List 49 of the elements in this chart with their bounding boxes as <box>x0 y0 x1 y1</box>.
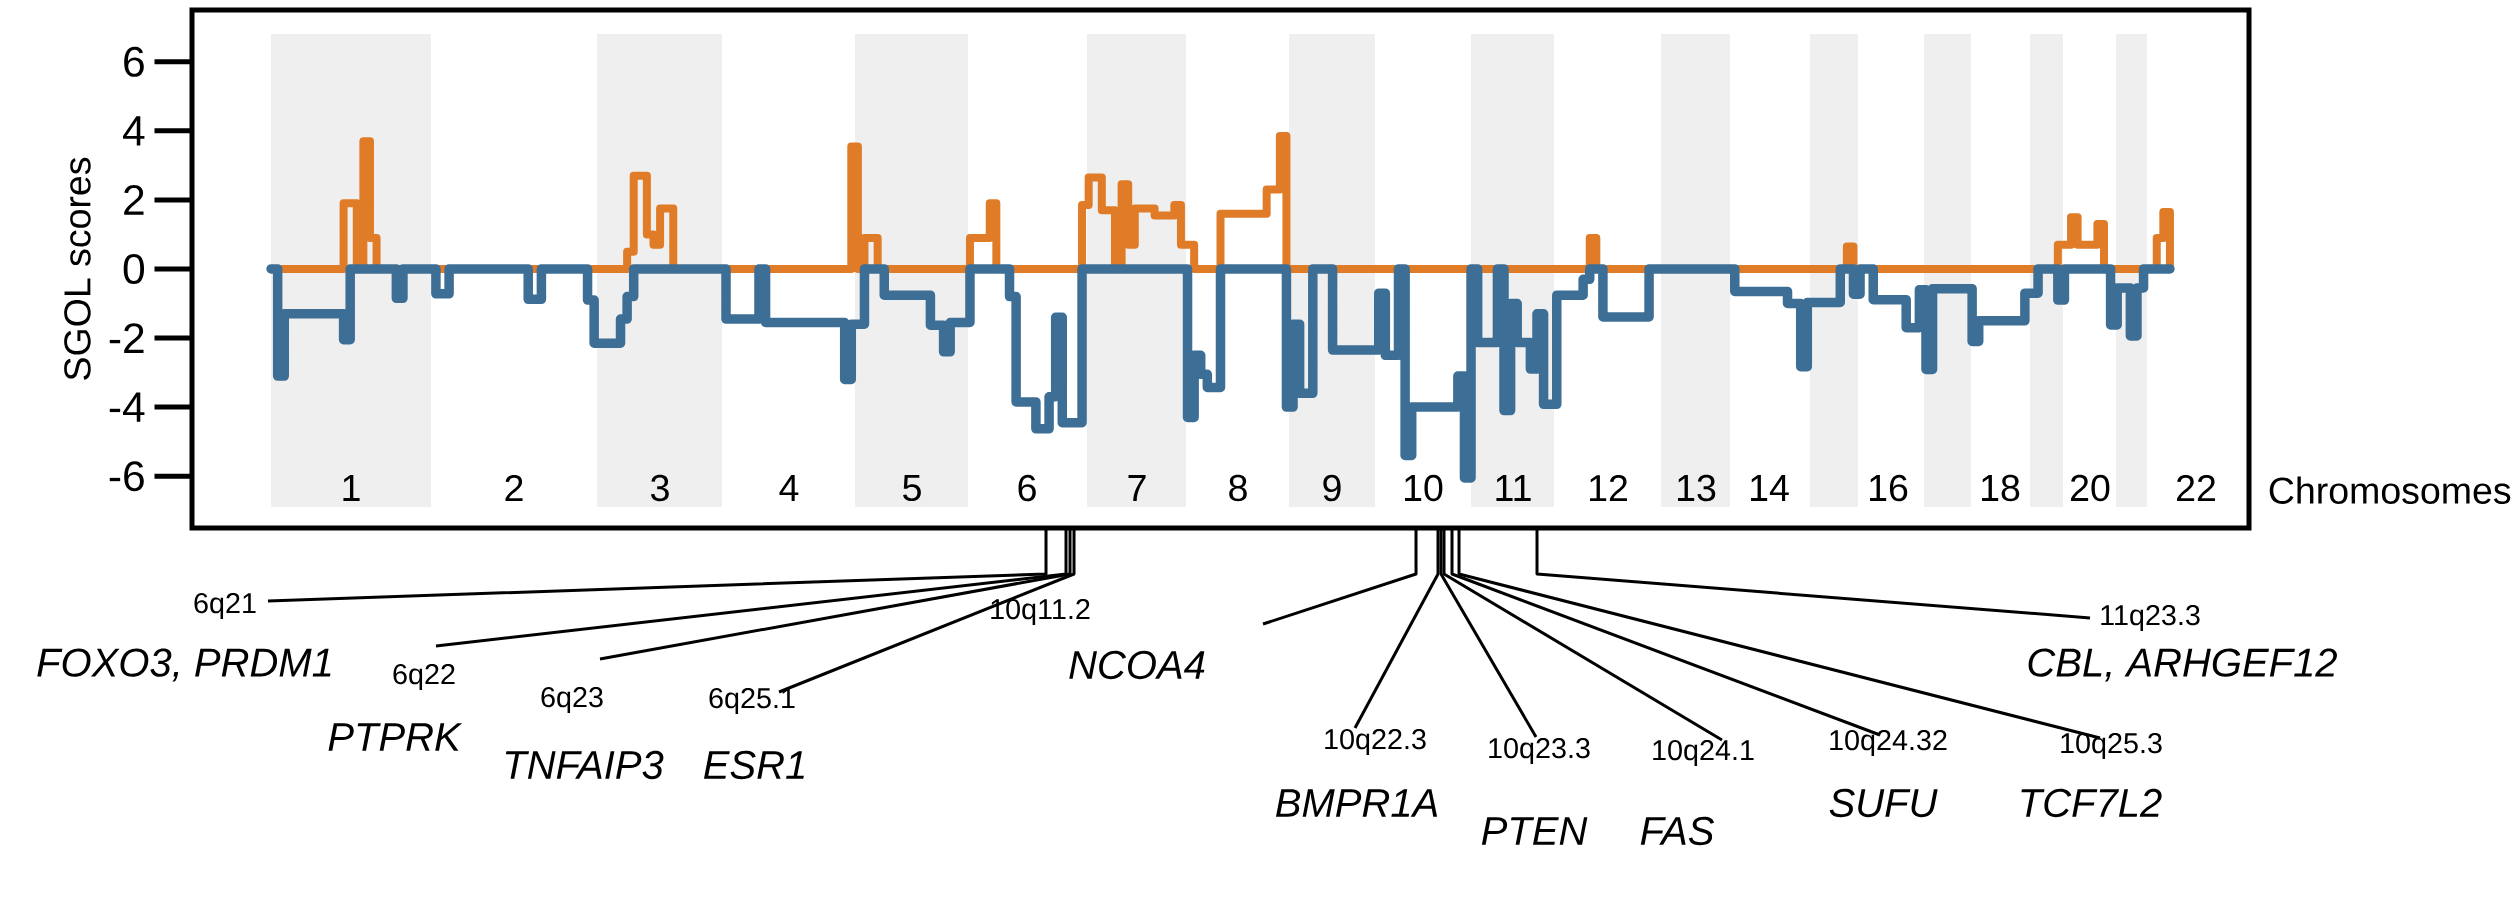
annotation: 6 <box>1018 474 1036 502</box>
text: 6q21 <box>194 592 256 619</box>
text: 10q11.2 <box>991 598 1090 625</box>
text: 22 <box>2177 474 2215 502</box>
text: PTPRK <box>328 723 463 751</box>
text: 10q24.1 <box>1653 739 1754 766</box>
annotation: 7 <box>1128 475 1146 501</box>
text: PTEN <box>1481 817 1588 845</box>
text: TNFAIP3 <box>505 750 664 780</box>
y-tick-label: 4 <box>123 116 145 146</box>
annotation: 20 <box>2071 474 2110 502</box>
text: 11q23.3 <box>2101 604 2200 631</box>
y-tick-label: -4 <box>109 392 145 422</box>
annotation: 5 <box>903 474 921 502</box>
y-tick-label: -6 <box>109 461 144 492</box>
text: 6q22 <box>393 663 455 690</box>
text: 6q23 <box>541 686 603 713</box>
annotation: 9 <box>1323 474 1341 502</box>
annotation: 18 <box>1982 474 2020 502</box>
annotation: 11 <box>1496 475 1531 501</box>
text: FAS <box>1640 816 1714 846</box>
annotation: 13 <box>1678 474 1716 502</box>
text: CBL, ARHGEF12 <box>2028 648 2337 682</box>
text: ESR1 <box>703 750 804 780</box>
text: 10q24.32 <box>1830 729 1947 756</box>
y-tick-label: 0 <box>123 253 145 285</box>
annotation: 8 <box>1229 474 1247 502</box>
annotation: 4 <box>779 475 799 501</box>
text: BMPR1A <box>1275 789 1438 817</box>
text: 10q22.3 <box>1325 728 1426 755</box>
y-axis-title: SGOL scores <box>64 157 91 380</box>
text: TCF7L2 <box>2021 788 2162 818</box>
annotation: 1 <box>343 475 360 501</box>
annotation: 14 <box>1751 475 1789 501</box>
annotation: 2 <box>505 474 523 502</box>
text: FOXO3, PRDM1 <box>37 648 331 682</box>
y-tick-label: 6 <box>124 46 144 77</box>
annotation: 3 <box>650 474 669 502</box>
y-tick-label: -2 <box>109 323 144 353</box>
text: NCOA4 <box>1069 650 1205 680</box>
annotation: 12 <box>1590 474 1627 502</box>
text: SUFU <box>1829 788 1938 818</box>
annotation: 10 <box>1405 474 1443 502</box>
text: 10q23.3 <box>1489 737 1590 764</box>
y-tick-label: 2 <box>124 185 144 215</box>
text: 6q25.1 <box>709 687 795 714</box>
annotation: 16 <box>1870 474 1908 502</box>
x-axis-title: Chromosomes <box>2269 476 2511 504</box>
text: 10q25.3 <box>2061 732 2162 759</box>
